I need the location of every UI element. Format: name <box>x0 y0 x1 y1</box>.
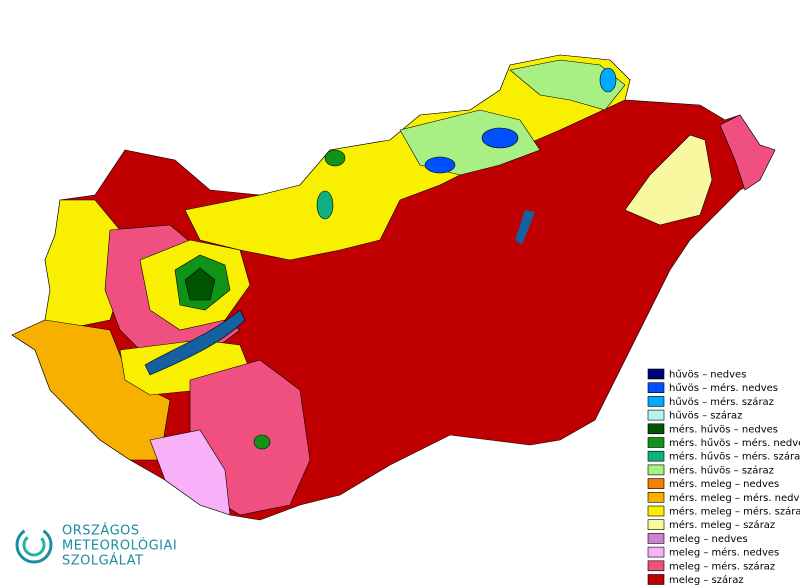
legend-label: hűvös – száraz <box>669 410 742 422</box>
legend-swatch <box>647 560 665 572</box>
region <box>149 429 231 516</box>
legend-label: meleg – nedves <box>669 534 748 545</box>
region <box>424 156 456 174</box>
legend-swatch <box>647 519 665 531</box>
map <box>11 54 776 521</box>
legend-label: mérs. meleg – száraz <box>669 519 775 531</box>
region <box>719 114 776 191</box>
region <box>184 54 631 261</box>
legend-label: mérs. hűvös – száraz <box>669 464 774 476</box>
legend-label: hűvös – mérs. száraz <box>669 396 774 408</box>
legend-label: meleg – mérs. száraz <box>669 560 775 572</box>
legend-label: mérs. hűvös – mérs. száraz <box>669 451 800 463</box>
legend-swatch <box>647 409 665 421</box>
legend-swatch <box>647 437 665 448</box>
legend-label: hűvös – mérs. nedves <box>669 382 778 394</box>
legend-swatch <box>647 450 665 462</box>
region <box>481 127 519 149</box>
region <box>599 67 617 93</box>
legend-swatch <box>647 464 665 476</box>
legend-swatch <box>647 423 665 435</box>
region <box>316 190 334 220</box>
legend-label: meleg – mérs. nedves <box>669 547 779 559</box>
legend-swatch <box>647 505 665 517</box>
legend-swatch <box>647 491 665 503</box>
legend-swatch <box>647 382 665 394</box>
region <box>184 267 216 301</box>
region <box>509 59 626 111</box>
legend-label: meleg – száraz <box>669 574 744 586</box>
legend-label: hűvös – nedves <box>669 369 746 381</box>
legend-swatch <box>647 478 665 489</box>
legend-label: mérs. meleg – mérs. nedves <box>669 492 800 504</box>
legend-swatch <box>647 546 665 558</box>
legend-swatch <box>647 533 665 544</box>
logo-mark <box>22 533 46 557</box>
legend-label: mérs. hűvös – nedves <box>669 423 778 435</box>
lake <box>515 210 535 245</box>
logo-mark <box>15 526 53 564</box>
logo-text: ORSZÁGOS <box>62 523 140 539</box>
region <box>324 149 346 167</box>
logo-text: SZOLGÁLAT <box>62 553 143 569</box>
logo-text: METEOROLÓGIAI <box>62 538 177 554</box>
legend-swatch <box>647 396 665 407</box>
region <box>624 134 713 226</box>
legend-swatch <box>647 574 665 585</box>
legend-swatch <box>647 368 665 380</box>
legend-label: mérs. meleg – nedves <box>669 478 779 490</box>
legend-label: mérs. meleg – mérs. száraz <box>669 506 800 518</box>
legend-label: mérs. hűvös – mérs. nedves <box>669 437 800 449</box>
region <box>253 434 271 450</box>
region <box>11 319 171 461</box>
lake <box>144 309 246 376</box>
